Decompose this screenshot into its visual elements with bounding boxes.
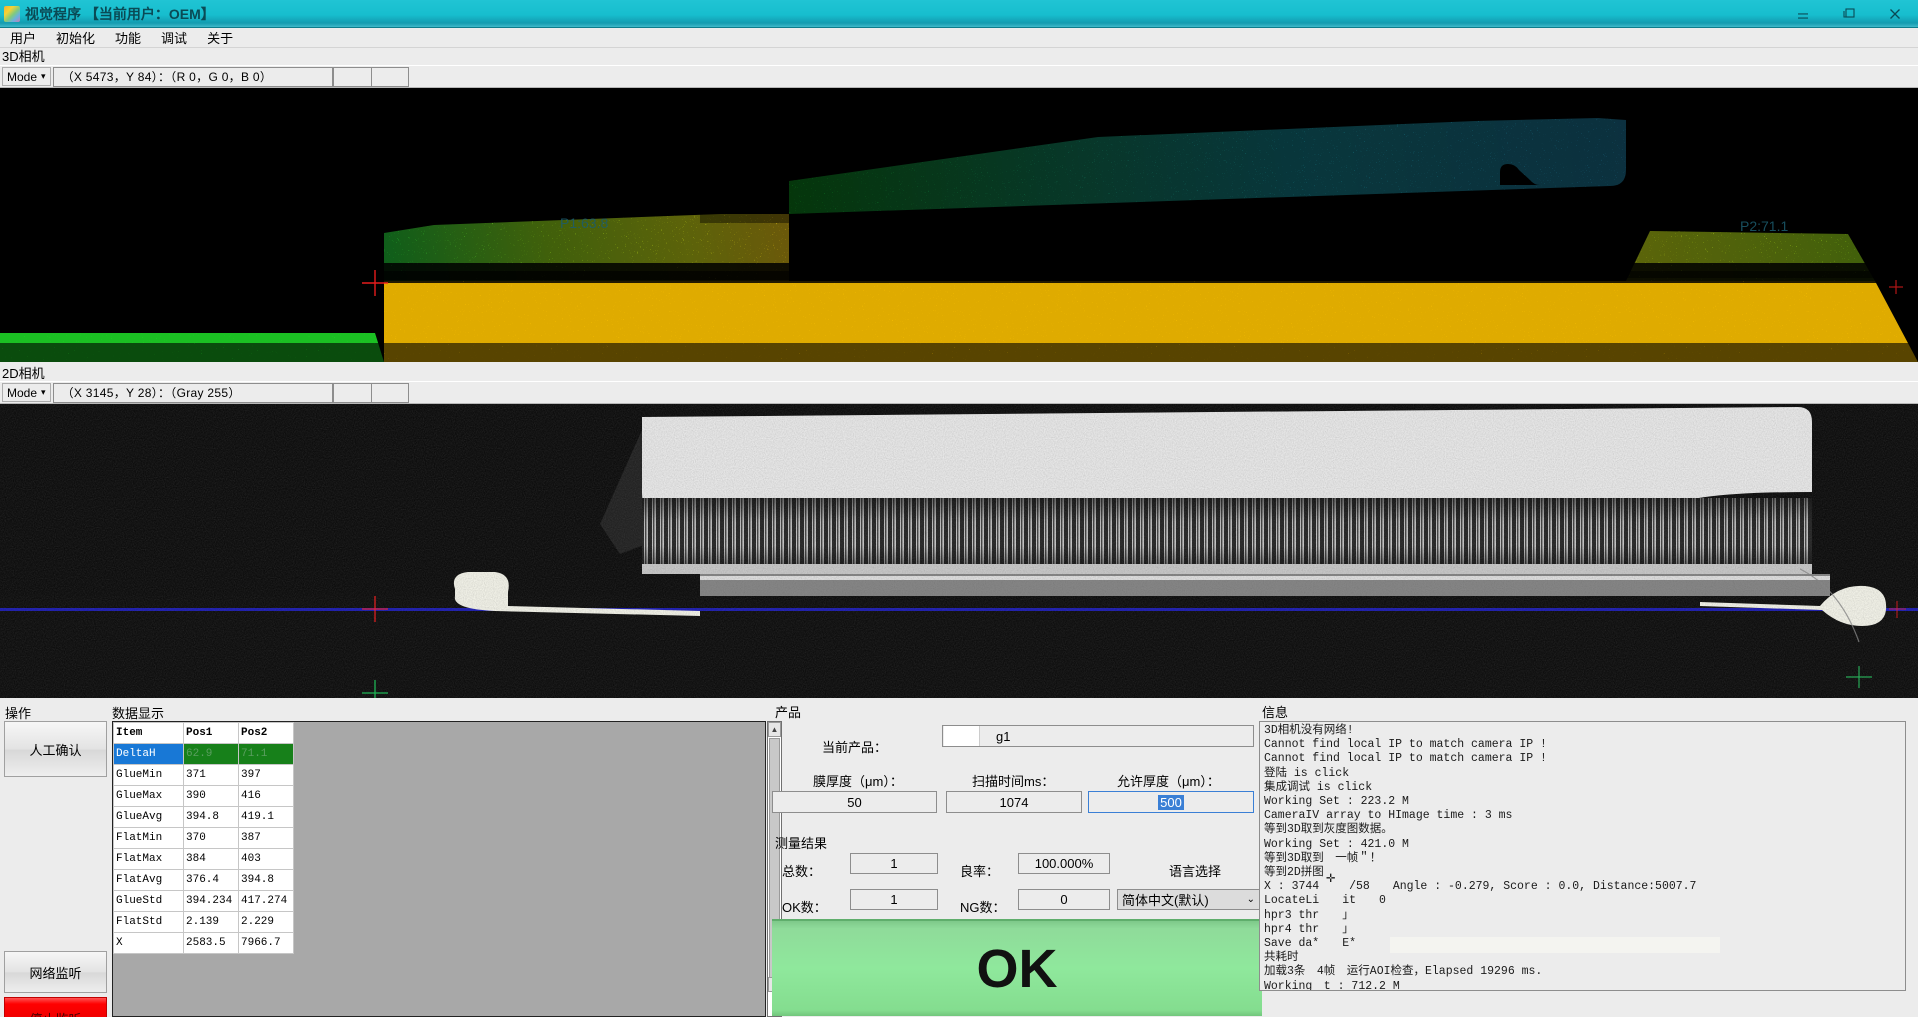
svg-text:P1:63.8: P1:63.8	[560, 215, 608, 231]
svg-text:P2:71.1: P2:71.1	[1740, 218, 1788, 234]
